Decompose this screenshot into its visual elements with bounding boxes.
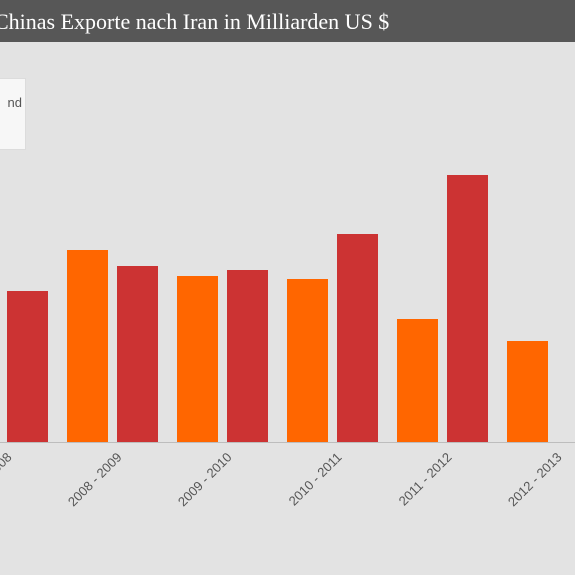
bar-2010-2011-series1 — [287, 279, 328, 442]
x-tick-label: 2012 - 2013 — [505, 450, 565, 510]
bar-2012-2013-series1 — [507, 341, 548, 442]
bar-2008-2009-series2 — [117, 266, 158, 442]
x-tick-label: 2009 - 2010 — [175, 450, 235, 510]
x-tick-label: 2007 - 2008 — [0, 450, 15, 510]
bar-2009-2010-series1 — [177, 276, 218, 442]
chart-title: Chinas Exporte nach Iran in Milliarden U… — [0, 9, 390, 34]
bar-2007-2008-series2 — [7, 291, 48, 442]
bar-2008-2009-series1 — [67, 250, 108, 442]
legend-label: nd — [7, 95, 22, 110]
x-tick-label: 2008 - 2009 — [65, 450, 125, 510]
chart-title-bar: Chinas Exporte nach Iran in Milliarden U… — [0, 0, 575, 42]
x-tick-label: 2011 - 2012 — [396, 450, 455, 509]
bar-2010-2011-series2 — [337, 234, 378, 442]
bar-2011-2012-series2 — [447, 175, 488, 442]
bar-2009-2010-series2 — [227, 270, 268, 442]
bar-2011-2012-series1 — [397, 319, 438, 442]
x-tick-label: 2010 - 2011 — [286, 450, 345, 509]
chart-legend: nd — [0, 78, 26, 150]
